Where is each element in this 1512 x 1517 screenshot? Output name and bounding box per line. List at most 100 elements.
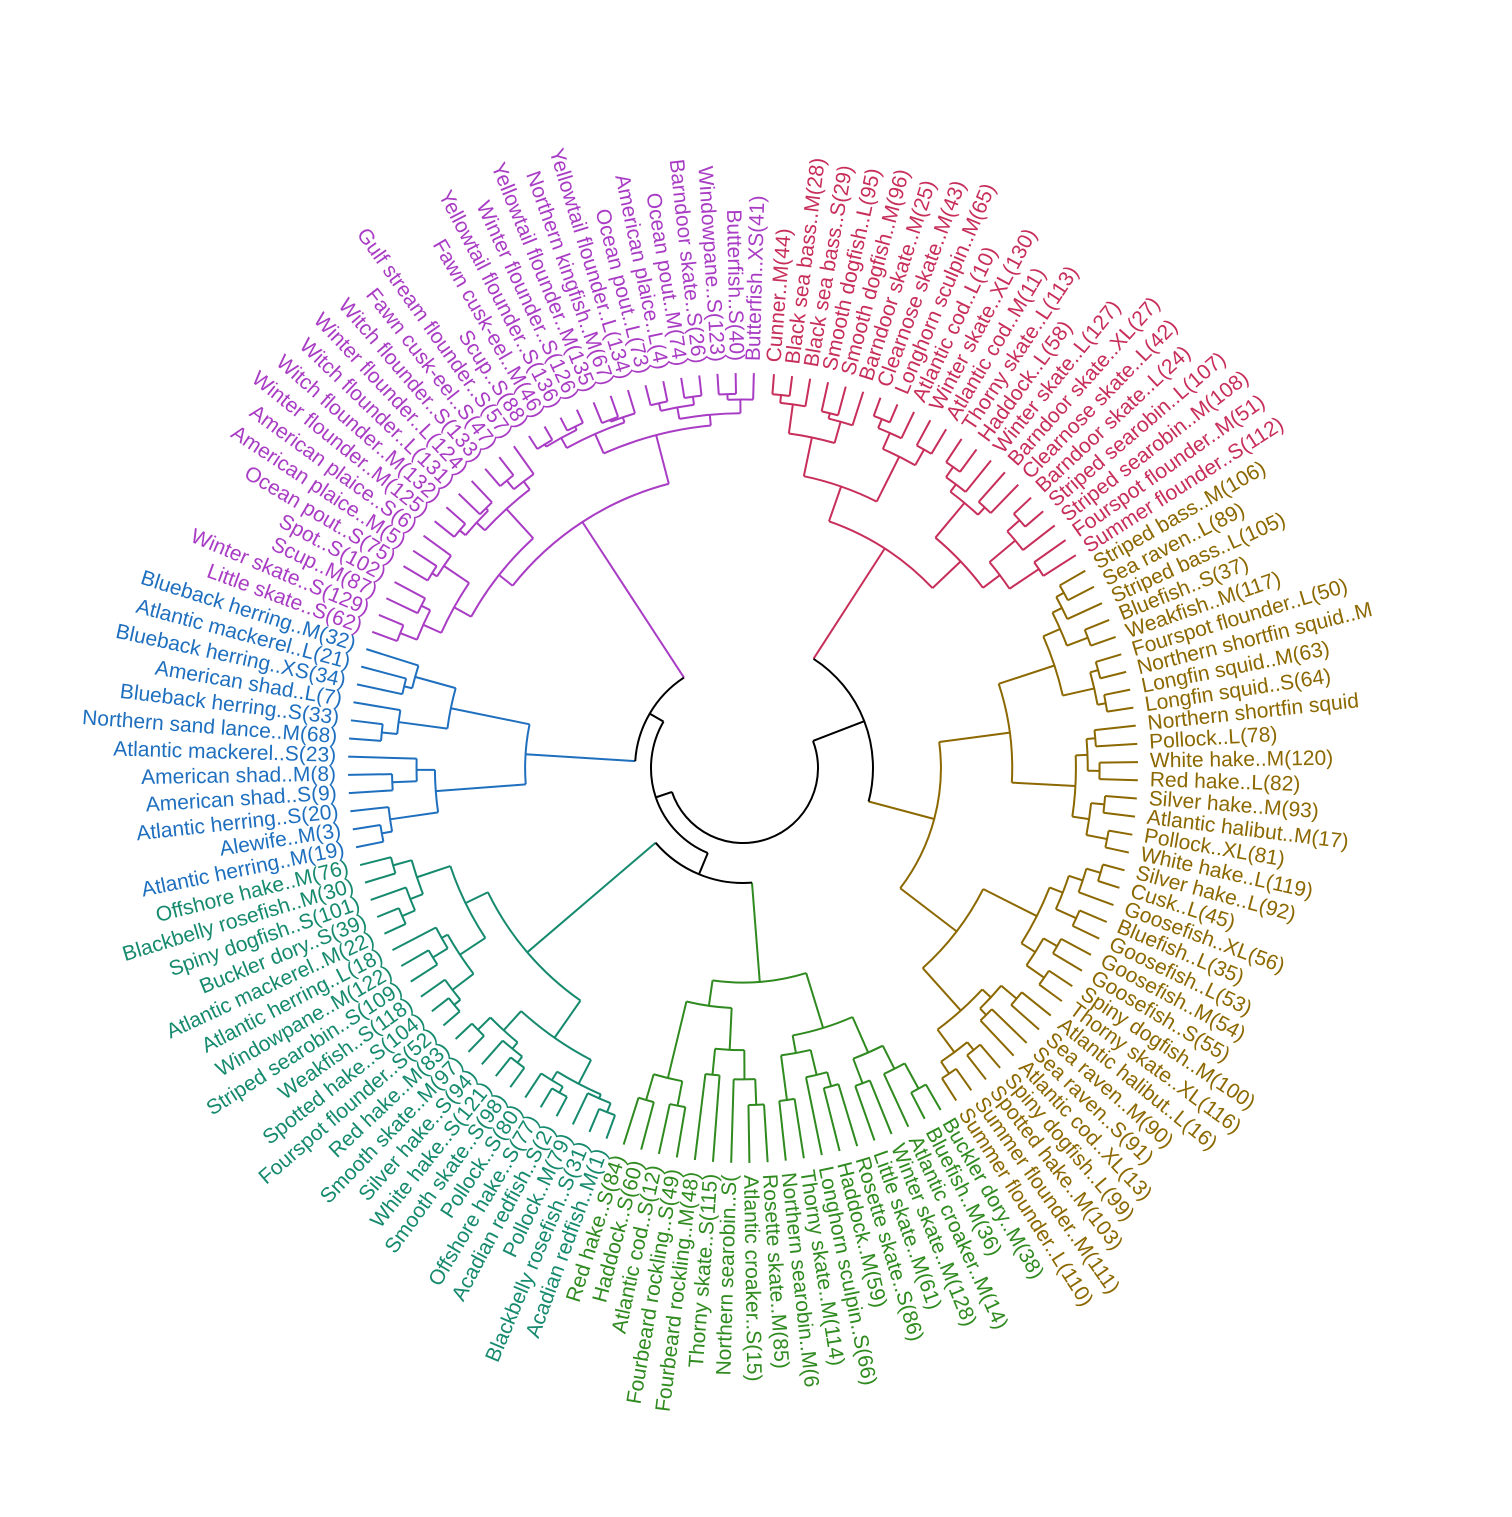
branch bbox=[1043, 938, 1057, 946]
branch bbox=[932, 561, 960, 588]
branch bbox=[417, 866, 450, 877]
branch bbox=[1039, 985, 1062, 1002]
branch bbox=[883, 1046, 895, 1069]
branch bbox=[1049, 971, 1072, 986]
branch bbox=[822, 382, 828, 411]
branch bbox=[659, 403, 661, 411]
branch bbox=[938, 1030, 955, 1053]
branch bbox=[507, 481, 514, 490]
branch bbox=[781, 1055, 787, 1100]
branch bbox=[454, 1000, 460, 1005]
branch bbox=[444, 566, 469, 583]
branch bbox=[1105, 796, 1137, 798]
branch bbox=[890, 404, 898, 422]
branch bbox=[393, 860, 412, 865]
branch bbox=[443, 1011, 459, 1025]
branch bbox=[468, 1036, 484, 1052]
branch bbox=[545, 426, 553, 439]
branch bbox=[424, 536, 451, 556]
branch bbox=[499, 575, 513, 586]
branch bbox=[579, 1060, 591, 1084]
branch bbox=[392, 781, 417, 782]
branch bbox=[402, 910, 415, 916]
branch bbox=[541, 1088, 552, 1107]
branch bbox=[983, 575, 1000, 588]
branch bbox=[678, 1081, 683, 1105]
branch bbox=[611, 396, 619, 417]
branch bbox=[874, 398, 881, 416]
branch bbox=[900, 888, 956, 931]
branch bbox=[1010, 569, 1039, 589]
branch bbox=[1053, 953, 1082, 970]
branch bbox=[853, 1017, 869, 1053]
branch bbox=[855, 1086, 874, 1140]
branch bbox=[659, 1104, 670, 1154]
branch bbox=[623, 417, 625, 422]
branch bbox=[1094, 726, 1135, 730]
branch bbox=[466, 892, 488, 903]
branch bbox=[991, 485, 1019, 513]
branch bbox=[1103, 813, 1135, 817]
branch bbox=[459, 494, 480, 515]
branch bbox=[883, 433, 890, 449]
branch bbox=[395, 582, 426, 598]
branch bbox=[1056, 909, 1076, 918]
branch bbox=[1073, 926, 1100, 939]
branch bbox=[384, 924, 405, 934]
leaf-label: Butterfish..XS(41) bbox=[742, 195, 770, 361]
branch bbox=[939, 733, 1010, 742]
branch bbox=[356, 842, 383, 848]
branch bbox=[806, 973, 823, 1028]
branch bbox=[555, 1001, 581, 1038]
branch bbox=[377, 908, 399, 917]
branch bbox=[1100, 762, 1138, 763]
branch bbox=[606, 1115, 615, 1138]
branch bbox=[877, 457, 900, 502]
branch bbox=[656, 435, 669, 484]
branch bbox=[595, 434, 604, 454]
branch bbox=[527, 843, 655, 953]
branch bbox=[641, 1102, 654, 1150]
branch bbox=[755, 1079, 756, 1105]
branch bbox=[1087, 738, 1096, 739]
branch bbox=[946, 467, 953, 477]
branch bbox=[990, 541, 1016, 563]
branch bbox=[1103, 865, 1125, 871]
branch bbox=[446, 507, 465, 524]
branch bbox=[709, 980, 713, 1005]
branch bbox=[693, 397, 694, 405]
branch bbox=[594, 402, 602, 423]
branch bbox=[506, 509, 533, 538]
branch bbox=[392, 927, 435, 950]
branch bbox=[371, 887, 406, 900]
branch bbox=[421, 606, 430, 610]
branch bbox=[1085, 620, 1109, 630]
branch bbox=[713, 1075, 720, 1162]
branch bbox=[415, 677, 456, 688]
branch bbox=[1011, 1005, 1039, 1030]
branch bbox=[1026, 965, 1044, 977]
branch bbox=[460, 938, 485, 955]
branch bbox=[966, 461, 991, 492]
branch bbox=[472, 481, 492, 502]
branch bbox=[1090, 670, 1098, 672]
branch bbox=[1060, 571, 1085, 586]
branch bbox=[878, 419, 882, 428]
branch bbox=[559, 1087, 562, 1093]
branch bbox=[386, 598, 417, 613]
branch bbox=[1043, 555, 1075, 576]
branch bbox=[772, 374, 774, 394]
branch bbox=[813, 721, 864, 741]
branch bbox=[795, 1099, 804, 1158]
leaf-labels: Cunner..M(44)Black sea bass..M(28)Black … bbox=[81, 146, 1374, 1413]
branch bbox=[838, 1084, 857, 1146]
branch bbox=[730, 1008, 732, 1050]
branch bbox=[806, 1077, 822, 1155]
branch bbox=[582, 522, 684, 678]
branch bbox=[482, 1041, 503, 1065]
branch bbox=[1050, 887, 1063, 892]
branch bbox=[712, 1049, 715, 1075]
branch bbox=[1086, 835, 1107, 839]
